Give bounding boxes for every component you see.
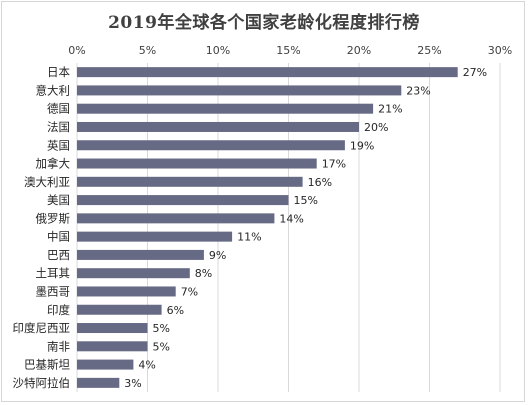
bar — [77, 140, 345, 151]
data-label: 15% — [294, 194, 318, 207]
bar — [77, 341, 148, 352]
data-label: 4% — [138, 359, 155, 372]
data-label: 5% — [153, 340, 170, 353]
category-label: 土耳其 — [36, 266, 71, 280]
x-tick-label: 25% — [417, 44, 441, 57]
category-label: 墨西哥 — [36, 284, 71, 298]
x-tick-label: 5% — [139, 44, 156, 57]
category-label: 加拿大 — [36, 157, 71, 171]
bar — [77, 103, 374, 114]
data-label: 14% — [279, 212, 303, 225]
bar — [77, 249, 204, 260]
category-label: 巴基斯坦 — [24, 358, 70, 372]
data-label: 20% — [364, 121, 388, 134]
bar — [77, 286, 176, 297]
data-label: 6% — [167, 304, 184, 317]
category-label: 德国 — [47, 102, 70, 116]
data-label: 7% — [181, 285, 198, 298]
x-axis-ticks: 0% 5% 10% 15% 20% 25% 30% — [68, 44, 512, 57]
data-label: 8% — [195, 267, 212, 280]
data-label: 17% — [322, 158, 346, 171]
bar — [77, 195, 289, 206]
x-tick-label: 10% — [206, 44, 230, 57]
data-labels: 27% 23% 21% 20% 19% 17% 16% 15% 14% 11% 9% 8% 7% 6% 5%… — [124, 66, 487, 390]
bar — [77, 323, 148, 334]
category-label: 中国 — [47, 230, 70, 244]
bar — [77, 85, 402, 96]
bar — [77, 176, 303, 187]
category-label: 巴西 — [47, 248, 70, 262]
bar — [77, 121, 359, 132]
gridlines — [76, 63, 501, 392]
data-label: 11% — [237, 231, 261, 244]
category-label: 南非 — [47, 339, 70, 353]
data-label: 27% — [463, 66, 487, 79]
category-label: 法国 — [47, 120, 70, 134]
bar — [77, 304, 162, 315]
category-label: 意大利 — [36, 83, 71, 97]
bar — [77, 359, 134, 370]
bar — [77, 377, 120, 388]
bar — [77, 268, 190, 279]
data-label: 19% — [350, 139, 374, 152]
x-tick-label: 20% — [347, 44, 371, 57]
category-label: 英国 — [47, 138, 70, 152]
category-label: 日本 — [47, 65, 70, 79]
data-label: 5% — [153, 322, 170, 335]
x-tick-label: 0% — [68, 44, 85, 57]
bar — [77, 158, 317, 169]
x-tick-label: 15% — [276, 44, 300, 57]
data-label: 3% — [124, 377, 141, 390]
category-label: 沙特阿拉伯 — [13, 376, 71, 390]
bar — [77, 67, 458, 78]
bars — [77, 67, 458, 388]
data-label: 9% — [209, 249, 226, 262]
x-tick-label: 30% — [488, 44, 512, 57]
category-label: 印度尼西亚 — [13, 321, 71, 335]
bar — [77, 231, 233, 242]
category-label: 印度 — [47, 303, 70, 317]
category-label: 美国 — [47, 193, 70, 207]
category-label: 澳大利亚 — [24, 175, 70, 189]
category-label: 俄罗斯 — [36, 211, 71, 225]
category-labels: 日本意大利德国法国英国加拿大澳大利亚美国俄罗斯中国巴西土耳其墨西哥印度印度尼西亚… — [13, 65, 71, 390]
data-label: 21% — [378, 103, 402, 116]
data-label: 16% — [308, 176, 332, 189]
chart-title: 2019年全球各个国家老龄化程度排行榜 — [108, 13, 420, 33]
data-label: 23% — [406, 84, 430, 97]
bar — [77, 213, 275, 224]
